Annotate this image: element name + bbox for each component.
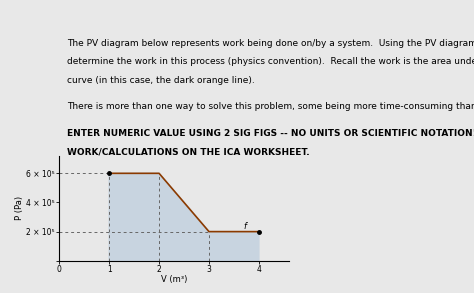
Text: WORK/CALCULATIONS ON THE ICA WORKSHEET.: WORK/CALCULATIONS ON THE ICA WORKSHEET. xyxy=(66,147,309,156)
Text: The PV diagram below represents work being done on/by a system.  Using the PV di: The PV diagram below represents work bei… xyxy=(66,39,474,48)
Text: ENTER NUMERIC VALUE USING 2 SIG FIGS -- NO UNITS OR SCIENTIFIC NOTATION!  SHOW: ENTER NUMERIC VALUE USING 2 SIG FIGS -- … xyxy=(66,129,474,137)
Text: f: f xyxy=(244,222,247,231)
Y-axis label: P (Pa): P (Pa) xyxy=(15,196,24,220)
Polygon shape xyxy=(109,173,259,261)
Text: There is more than one way to solve this problem, some being more time-consuming: There is more than one way to solve this… xyxy=(66,102,474,111)
Text: curve (in this case, the dark orange line).: curve (in this case, the dark orange lin… xyxy=(66,76,255,85)
X-axis label: V (m³): V (m³) xyxy=(161,275,187,284)
Text: determine the work in this process (physics convention).  Recall the work is the: determine the work in this process (phys… xyxy=(66,57,474,67)
